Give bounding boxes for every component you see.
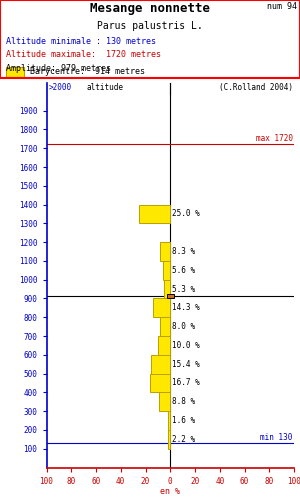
Text: 1.6 %: 1.6 % [172,416,195,425]
Text: 14.3 %: 14.3 % [172,304,200,312]
Text: 8.3 %: 8.3 % [172,247,195,256]
Bar [159,392,170,411]
Text: 15.4 %: 15.4 % [172,360,200,368]
Bar [164,280,170,298]
Text: Altitude minimale : 130 metres: Altitude minimale : 130 metres [6,37,156,46]
Text: 16.7 %: 16.7 % [172,378,200,388]
Bar [167,430,170,448]
Bar [151,355,170,374]
Bar [153,298,170,318]
Text: max 1720: max 1720 [256,134,293,143]
Text: 25.0 %: 25.0 % [172,210,200,218]
Text: min 130: min 130 [260,432,293,442]
Bar [160,242,170,261]
Bar [139,204,170,224]
Bar [160,318,170,336]
Bar [158,336,170,355]
Text: 8.0 %: 8.0 % [172,322,195,331]
Bar [168,411,170,430]
Text: num 94: num 94 [267,2,297,12]
Bar [150,374,170,392]
Text: Parus palustris L.: Parus palustris L. [97,21,203,31]
Text: (C.Rolland 2004): (C.Rolland 2004) [219,82,293,92]
Text: Barycentre:  914 metres: Barycentre: 914 metres [30,67,145,76]
Text: Mesange nonnette: Mesange nonnette [90,2,210,16]
Text: >2000: >2000 [49,82,72,92]
Text: 8.8 %: 8.8 % [172,398,195,406]
Bar [163,261,170,280]
Text: 5.6 %: 5.6 % [172,266,195,275]
Text: 2.2 %: 2.2 % [172,435,195,444]
Bar [167,294,174,298]
Text: altitude: altitude [86,82,123,92]
Bar [6,68,24,76]
Text: 5.3 %: 5.3 % [172,284,195,294]
Text: Amplitude: 979 metres: Amplitude: 979 metres [6,64,111,72]
Text: Altitude maximale:  1720 metres: Altitude maximale: 1720 metres [6,50,161,59]
Text: 10.0 %: 10.0 % [172,341,200,350]
X-axis label: en %: en % [160,487,180,496]
